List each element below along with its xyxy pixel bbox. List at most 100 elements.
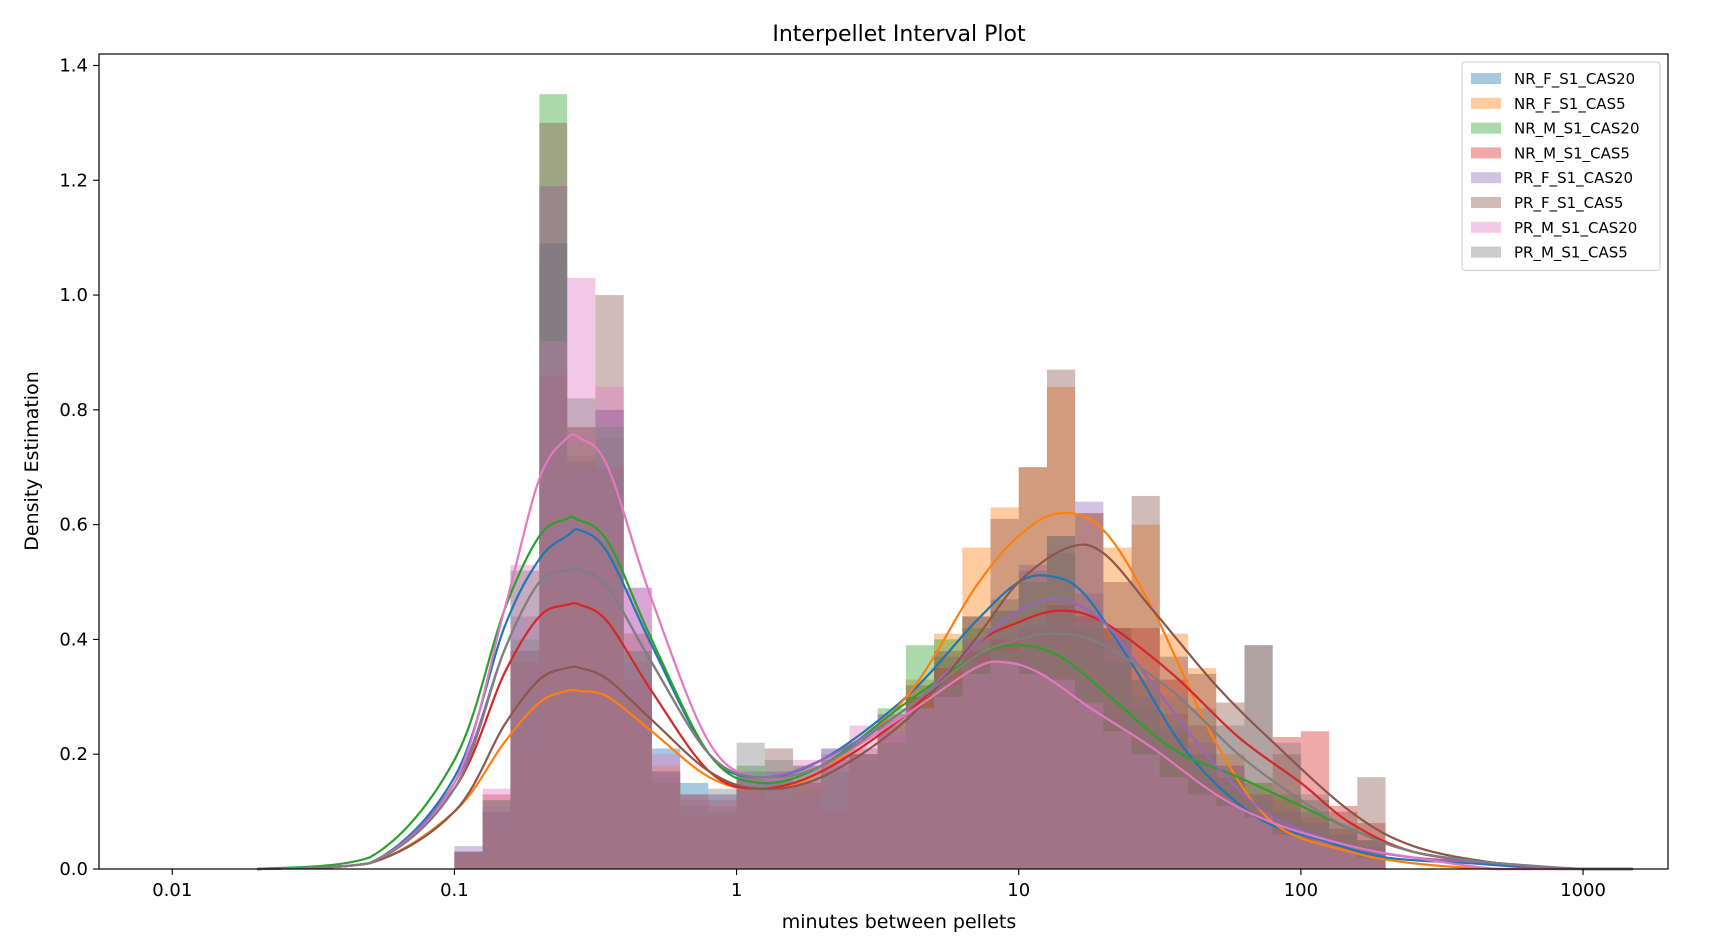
bar-PR_F_S1_CAS5-17 (934, 650, 963, 869)
legend-swatch (1471, 197, 1501, 208)
bar-PR_M_S1_CAS20-25 (1159, 777, 1189, 869)
bar-NR_M_S1_CAS5-31 (1329, 805, 1358, 869)
bar-NR_M_S1_CAS5-8 (680, 817, 709, 869)
bar-PR_M_S1_CAS20-20 (1018, 673, 1047, 869)
legend-label: PR_F_S1_CAS5 (1514, 194, 1623, 213)
bar-PR_F_S1_CAS5-19 (990, 518, 1019, 869)
bar-PR_M_S1_CAS5-16 (905, 708, 935, 869)
kde-line-NR_F_S1_CAS5 (257, 511, 1633, 871)
bar-PR_F_S1_CAS20-7 (651, 771, 681, 869)
bar-NR_F_S1_CAS20-24 (1131, 679, 1160, 869)
bar-PR_M_S1_CAS20-23 (1103, 731, 1132, 869)
bar-NR_M_S1_CAS5-19 (990, 639, 1019, 869)
bar-PR_F_S1_CAS20-9 (708, 805, 737, 869)
bar-NR_M_S1_CAS20-19 (990, 610, 1019, 869)
bar-PR_F_S1_CAS5-20 (1018, 467, 1047, 869)
bar-PR_F_S1_CAS20-2 (510, 616, 540, 869)
bar-PR_M_S1_CAS5-21 (1046, 610, 1076, 869)
bar-PR_M_S1_CAS20-29 (1272, 834, 1301, 869)
bar-PR_M_S1_CAS5-20 (1018, 627, 1047, 869)
bar-PR_M_S1_CAS5-22 (1075, 622, 1104, 869)
bar-NR_M_S1_CAS5-3 (539, 375, 568, 869)
bar-NR_M_S1_CAS20-0 (454, 851, 483, 869)
bar-NR_F_S1_CAS20-18 (962, 616, 991, 869)
bar-PR_M_S1_CAS5-14 (849, 754, 878, 869)
bar-PR_M_S1_CAS20-16 (905, 708, 935, 869)
bar-PR_M_S1_CAS5-24 (1131, 679, 1160, 869)
bars-NR_M_S1_CAS5 (454, 375, 1386, 869)
bar-PR_F_S1_CAS20-12 (793, 794, 822, 869)
bar-PR_M_S1_CAS5-17 (934, 685, 963, 869)
bar-PR_M_S1_CAS5-18 (962, 662, 991, 869)
bar-PR_M_S1_CAS5-2 (510, 570, 540, 869)
bar-NR_F_S1_CAS5-13 (821, 771, 850, 869)
x-tick-label: 0.1 (440, 880, 469, 901)
bar-PR_F_S1_CAS5-8 (680, 794, 709, 869)
bar-NR_F_S1_CAS20-3 (539, 243, 568, 869)
bar-NR_F_S1_CAS20-9 (708, 794, 737, 869)
bar-PR_M_S1_CAS5-25 (1159, 696, 1189, 869)
bar-PR_F_S1_CAS5-0 (454, 851, 483, 869)
y-tick-label: 1.0 (59, 285, 88, 306)
bar-NR_F_S1_CAS20-16 (905, 696, 935, 869)
bar-PR_F_S1_CAS20-16 (905, 708, 935, 869)
bar-PR_M_S1_CAS20-26 (1188, 794, 1217, 869)
bar-NR_M_S1_CAS5-7 (651, 771, 681, 869)
bars-NR_F_S1_CAS5 (454, 386, 1386, 869)
bar-PR_M_S1_CAS20-21 (1046, 679, 1076, 869)
y-axis-ticks: 0.0 0.2 0.4 0.6 0.8 1.0 1.2 1.4 (59, 55, 99, 880)
bar-NR_F_S1_CAS20-4 (567, 461, 596, 869)
bar-NR_F_S1_CAS20-8 (680, 782, 709, 869)
legend-swatch (1471, 73, 1501, 84)
bar-NR_F_S1_CAS5-7 (651, 765, 681, 869)
bar-NR_M_S1_CAS20-15 (877, 708, 906, 869)
legend-swatch (1471, 147, 1501, 159)
bar-PR_M_S1_CAS20-28 (1244, 817, 1273, 869)
bar-PR_F_S1_CAS20-10 (736, 777, 765, 869)
bar-NR_F_S1_CAS5-11 (764, 782, 794, 869)
bar-PR_F_S1_CAS5-9 (708, 800, 737, 869)
bar-NR_F_S1_CAS20-29 (1272, 811, 1301, 869)
y-tick-label: 0.2 (59, 744, 88, 765)
bar-NR_F_S1_CAS5-12 (793, 782, 822, 869)
bar-PR_F_S1_CAS5-10 (736, 777, 765, 869)
bar-NR_M_S1_CAS20-22 (1075, 627, 1104, 869)
bar-NR_F_S1_CAS20-25 (1159, 714, 1189, 869)
bar-PR_F_S1_CAS20-14 (849, 754, 878, 869)
bar-PR_M_S1_CAS5-29 (1272, 742, 1301, 869)
bar-PR_F_S1_CAS5-14 (849, 748, 878, 869)
bar-PR_M_S1_CAS20-27 (1216, 805, 1245, 869)
x-tick-label: 0.01 (152, 880, 192, 901)
y-tick-label: 1.2 (59, 170, 88, 191)
bar-NR_M_S1_CAS5-23 (1103, 627, 1132, 869)
bar-NR_M_S1_CAS20-1 (482, 800, 511, 869)
y-tick-label: 0.0 (59, 859, 88, 880)
bar-NR_M_S1_CAS5-14 (849, 754, 878, 869)
bar-NR_F_S1_CAS5-5 (595, 616, 624, 869)
bar-NR_F_S1_CAS20-2 (510, 650, 540, 869)
bar-PR_M_S1_CAS5-28 (1244, 645, 1273, 869)
bar-PR_F_S1_CAS5-24 (1131, 495, 1160, 869)
legend-label: PR_M_S1_CAS5 (1514, 244, 1628, 263)
bar-PR_M_S1_CAS5-6 (623, 650, 652, 869)
bar-PR_M_S1_CAS20-10 (736, 777, 765, 869)
bar-NR_F_S1_CAS20-15 (877, 725, 906, 869)
legend-label: NR_M_S1_CAS20 (1514, 120, 1640, 139)
bar-PR_M_S1_CAS20-24 (1131, 754, 1160, 869)
bar-NR_M_S1_CAS5-12 (793, 782, 822, 869)
bar-PR_F_S1_CAS5-2 (510, 650, 540, 869)
bar-PR_M_S1_CAS20-14 (849, 725, 878, 869)
bar-PR_F_S1_CAS20-13 (821, 754, 850, 869)
bar-PR_M_S1_CAS5-3 (539, 266, 568, 869)
bar-NR_F_S1_CAS20-27 (1216, 777, 1245, 869)
kde-curves (257, 433, 1633, 871)
bar-NR_M_S1_CAS20-11 (764, 782, 794, 869)
bar-PR_F_S1_CAS5-6 (623, 633, 652, 869)
bar-PR_F_S1_CAS20-0 (454, 846, 483, 869)
bar-NR_M_S1_CAS5-11 (764, 800, 794, 869)
bar-PR_F_S1_CAS20-23 (1103, 639, 1132, 869)
bar-PR_M_S1_CAS20-32 (1357, 857, 1386, 869)
bar-PR_F_S1_CAS5-11 (764, 748, 794, 869)
bars-NR_M_S1_CAS20 (454, 94, 1386, 870)
